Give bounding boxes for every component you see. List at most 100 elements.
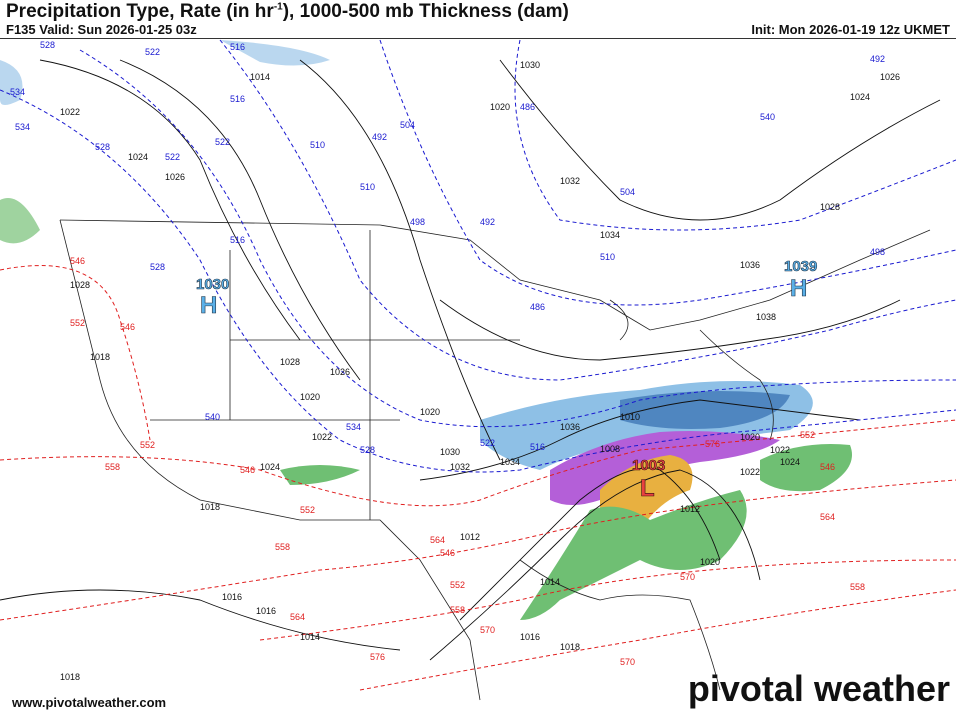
isobar-label: 1034 <box>500 457 520 467</box>
isobar-lines <box>0 59 941 661</box>
thickness-label: 552 <box>70 318 85 328</box>
thickness-label: 522 <box>215 137 230 147</box>
thickness-label: 510 <box>310 140 325 150</box>
isobar-label: 1022 <box>60 107 80 117</box>
isobar-label: 1028 <box>820 202 840 212</box>
thickness-label: 504 <box>620 187 635 197</box>
thickness-label: 498 <box>870 247 885 257</box>
isobar-label: 1022 <box>312 432 332 442</box>
isobar-label: 1024 <box>850 92 870 102</box>
thickness-label: 486 <box>520 102 535 112</box>
thickness-label: 492 <box>480 217 495 227</box>
thickness-label: 522 <box>145 47 160 57</box>
thickness-label: 552 <box>300 505 315 515</box>
rain-area <box>520 490 747 620</box>
isobar-label: 1012 <box>460 532 480 542</box>
isobar-label: 1032 <box>560 176 580 186</box>
thickness-label: 576 <box>705 439 720 449</box>
thickness-label: 516 <box>230 94 245 104</box>
thickness-label: 534 <box>10 87 25 97</box>
isobar-label: 1026 <box>165 172 185 182</box>
thickness-label: 498 <box>410 217 425 227</box>
pressure-value: 1003 <box>632 457 665 474</box>
thickness-label: 570 <box>480 625 495 635</box>
rain-area-southwest <box>280 465 360 485</box>
thickness-label: 492 <box>870 54 885 64</box>
isobar-label: 1024 <box>128 152 148 162</box>
isobar-label: 1036 <box>560 422 580 432</box>
isobar-label: 1018 <box>90 352 110 362</box>
isobar-label: 1034 <box>600 230 620 240</box>
thickness-label: 564 <box>290 612 305 622</box>
site-url[interactable]: www.pivotalweather.com <box>12 695 167 710</box>
isobar-label: 1024 <box>260 462 280 472</box>
pressure-value: 1030 <box>196 276 229 293</box>
isobar-label: 1020 <box>420 407 440 417</box>
thickness-label: 522 <box>165 152 180 162</box>
isobar-label: 1010 <box>620 412 640 422</box>
isobar-label: 1014 <box>250 72 270 82</box>
valid-time: F135 Valid: Sun 2026-01-25 03z <box>6 22 197 37</box>
isobar-label: 1020 <box>300 392 320 402</box>
thickness-label: 540 <box>205 412 220 422</box>
thickness-label: 528 <box>360 445 375 455</box>
thickness-label: 540 <box>760 112 775 122</box>
thickness-label: 576 <box>370 652 385 662</box>
isobar-label: 1030 <box>520 60 540 70</box>
low-marker: L <box>640 475 655 502</box>
thickness-label: 564 <box>820 512 835 522</box>
isobar-label: 1008 <box>600 444 620 454</box>
thickness-label: 546 <box>70 256 85 266</box>
thickness-lines-warm <box>0 265 956 691</box>
isobar-label: 1038 <box>756 312 776 322</box>
thickness-label: 528 <box>95 142 110 152</box>
thickness-label: 546 <box>240 465 255 475</box>
isobar-label: 1016 <box>256 606 276 616</box>
thickness-label: 558 <box>105 462 120 472</box>
high-pressure-center-east: 1039 H <box>784 258 818 303</box>
isobar-label: 1026 <box>880 72 900 82</box>
isobar-label: 1016 <box>520 632 540 642</box>
brand-logo: pivotal weather <box>687 668 950 709</box>
rain-area-northwest <box>0 198 40 244</box>
isobar-label: 1018 <box>200 502 220 512</box>
thickness-label: 552 <box>140 440 155 450</box>
title-text-rest: ), 1000-500 mb Thickness (dam) <box>282 1 569 22</box>
thickness-label: 492 <box>372 132 387 142</box>
thickness-label: 558 <box>275 542 290 552</box>
isobar-label: 1014 <box>300 632 320 642</box>
init-time: Init: Mon 2026-01-19 12z UKMET <box>751 22 950 37</box>
isobar-label: 1020 <box>490 102 510 112</box>
isobar-label: 1020 <box>740 432 760 442</box>
pressure-value: 1039 <box>784 258 817 275</box>
thickness-label: 510 <box>360 182 375 192</box>
snow-heavy-area <box>620 391 790 429</box>
low-pressure-center: 1003 L <box>632 457 666 503</box>
precipitation-layer <box>0 40 852 620</box>
high-pressure-center-west: 1030 H <box>196 276 230 320</box>
thickness-lines-cold <box>0 39 956 473</box>
map-background <box>0 38 956 714</box>
isobar-label: 1026 <box>330 367 350 377</box>
thickness-label: 516 <box>530 442 545 452</box>
thickness-label: 564 <box>430 535 445 545</box>
thickness-label: 546 <box>820 462 835 472</box>
isobar-label: 1018 <box>60 672 80 682</box>
isobar-label: 1022 <box>770 445 790 455</box>
isobar-label: 1030 <box>440 447 460 457</box>
weather-map[interactable]: 1030 H 1039 H 1003 L 1018 1016 1014 1020 102… <box>0 38 956 714</box>
thickness-label: 522 <box>480 438 495 448</box>
thickness-label: 516 <box>230 235 245 245</box>
isobar-label: 1014 <box>540 577 560 587</box>
thickness-label: 552 <box>450 580 465 590</box>
thickness-label: 546 <box>440 548 455 558</box>
isobar-label: 1032 <box>450 462 470 472</box>
thickness-label: 504 <box>400 120 415 130</box>
thickness-label: 534 <box>346 422 361 432</box>
geographic-borders <box>59 219 931 701</box>
isobar-label: 1036 <box>740 260 760 270</box>
rain-area-east <box>760 444 852 492</box>
thickness-label: 516 <box>230 42 245 52</box>
thickness-label: 528 <box>150 262 165 272</box>
thickness-label: 534 <box>15 122 30 132</box>
